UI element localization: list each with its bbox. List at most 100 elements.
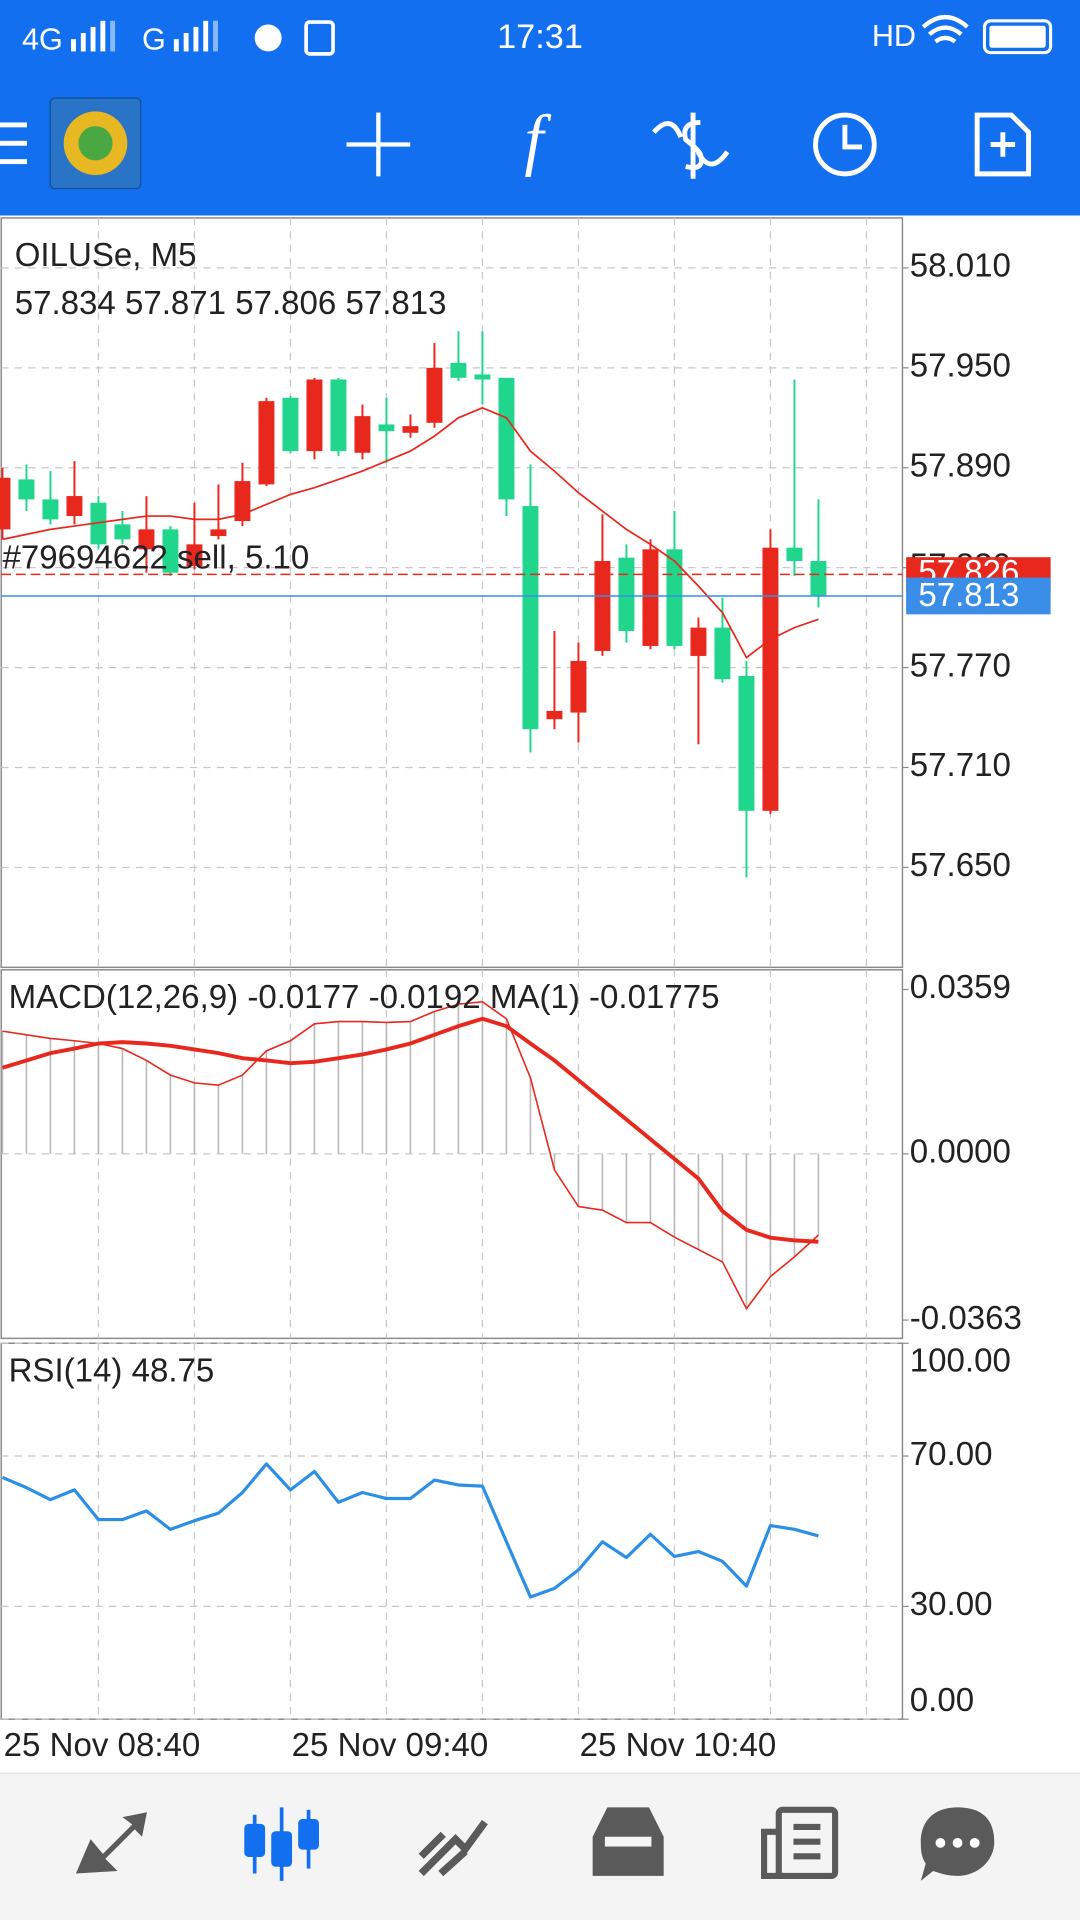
candle-body <box>378 424 395 432</box>
y-tick-label: 70.00 <box>910 1436 993 1473</box>
indicator-header: MACD(12,26,9) -0.0177 -0.0192 MA(1) -0.0… <box>9 979 720 1016</box>
charts: 58.01057.95057.89057.83057.77057.71057.6… <box>0 217 1051 1764</box>
y-tick-label: 0.00 <box>910 1682 974 1719</box>
candle-body <box>0 477 11 530</box>
price-box <box>906 577 1051 615</box>
chart-tab[interactable] <box>244 1807 319 1881</box>
ohlc-value: 57.834 <box>15 285 116 322</box>
app-icon <box>304 20 335 56</box>
quotes-tab[interactable] <box>75 1812 147 1874</box>
candle-body <box>522 506 539 730</box>
candle-body <box>642 549 659 646</box>
y-tick-label: 0.0000 <box>910 1134 1011 1171</box>
indicator-value: RSI(14) <box>9 1352 123 1389</box>
x-tick-label: 25 Nov 09:40 <box>292 1727 489 1764</box>
network-label: G <box>142 23 166 57</box>
period-button[interactable] <box>813 112 877 177</box>
y-tick-label: 0.0359 <box>910 969 1011 1006</box>
app-bar <box>0 0 1080 216</box>
signal-icon <box>71 20 116 52</box>
candle-body <box>42 499 59 520</box>
y-tick-label: 57.650 <box>910 847 1011 884</box>
panel-frame <box>0 1342 904 1720</box>
history-tab[interactable] <box>592 1807 664 1876</box>
ohlc-value: 57.806 <box>235 285 336 322</box>
candle-body <box>234 481 251 522</box>
candle-body <box>594 561 611 651</box>
chart-title: OILUSe, M5 <box>15 237 197 274</box>
candle-body <box>354 416 371 453</box>
panel-frame <box>0 217 904 969</box>
signal-icon <box>173 20 218 52</box>
app-icon <box>254 24 282 52</box>
y-tick-label: 57.770 <box>910 647 1011 684</box>
network-label: 4G <box>22 23 63 57</box>
candle-body <box>618 557 635 631</box>
indicator-value: MACD(12,26,9) <box>9 979 239 1016</box>
indicator-header: RSI(14) 48.75 <box>9 1352 215 1389</box>
candle-body <box>474 374 491 380</box>
indicator-value: 48.75 <box>132 1352 215 1389</box>
macd-ma-line <box>2 1001 819 1311</box>
rsi-line <box>1 1462 819 1599</box>
y-tick-label: 30.00 <box>910 1586 993 1623</box>
x-tick-label: 25 Nov 10:40 <box>580 1727 777 1764</box>
candle-body <box>762 547 779 811</box>
candle-body <box>306 379 323 452</box>
indicator-value: -0.0177 <box>247 979 359 1016</box>
candle-body <box>570 660 587 713</box>
ohlc-header: 57.834 57.871 57.806 57.813 <box>15 285 447 322</box>
y-tick-label: 57.950 <box>910 348 1011 385</box>
candle-body <box>498 377 515 500</box>
battery-icon <box>982 19 1053 55</box>
candle-body <box>666 549 683 646</box>
bottom-nav <box>0 1773 1080 1920</box>
wifi-icon <box>921 15 969 44</box>
candle-body <box>690 627 707 656</box>
y-tick-label: 57.890 <box>910 447 1011 484</box>
candle-body <box>426 367 443 423</box>
candle-body <box>330 379 347 452</box>
news-tab[interactable] <box>761 1806 839 1879</box>
y-tick-label: 100.00 <box>910 1343 1011 1380</box>
candle-body <box>138 529 155 550</box>
signal-line <box>1 1016 819 1244</box>
menu-icon[interactable] <box>0 122 27 165</box>
trade-button[interactable] <box>652 112 730 179</box>
ohlc-value: 57.871 <box>125 285 226 322</box>
candle-body <box>402 426 419 433</box>
crosshair-button[interactable] <box>346 112 411 177</box>
candle-body <box>786 547 803 562</box>
candle-body <box>282 397 299 452</box>
indicator-value: -0.01775 <box>589 979 719 1016</box>
y-tick-label: 57.710 <box>910 747 1011 784</box>
moving-average <box>2 406 819 659</box>
candle-body <box>738 675 755 811</box>
mt4-logo <box>78 126 113 161</box>
candle-body <box>18 479 35 500</box>
trade-tab[interactable] <box>418 1819 488 1877</box>
chat-tab[interactable] <box>920 1807 995 1881</box>
candle-body <box>66 496 83 517</box>
y-tick-label: -0.0363 <box>910 1300 1022 1337</box>
order-label: #79694622 sell, 5.10 <box>2 539 309 576</box>
ohlc-value: 57.813 <box>345 285 446 322</box>
candle-body <box>186 544 203 567</box>
candle-body <box>114 524 131 540</box>
candle-body <box>546 710 563 720</box>
candle-body <box>210 529 227 537</box>
candle-body <box>162 529 179 573</box>
hd-label: HD <box>872 19 916 53</box>
indicator-value: MA(1) <box>490 979 580 1016</box>
candle-body <box>810 561 827 596</box>
x-tick-label: 25 Nov 08:40 <box>4 1727 201 1764</box>
candle-body <box>714 627 731 680</box>
new-order-button[interactable] <box>974 112 1032 177</box>
indicator-value: -0.0192 <box>369 979 481 1016</box>
price-label: 57.813 <box>918 577 1019 614</box>
clock: 17:31 <box>497 18 583 56</box>
y-tick-label: 58.010 <box>910 248 1011 285</box>
battery-level <box>989 25 1046 48</box>
